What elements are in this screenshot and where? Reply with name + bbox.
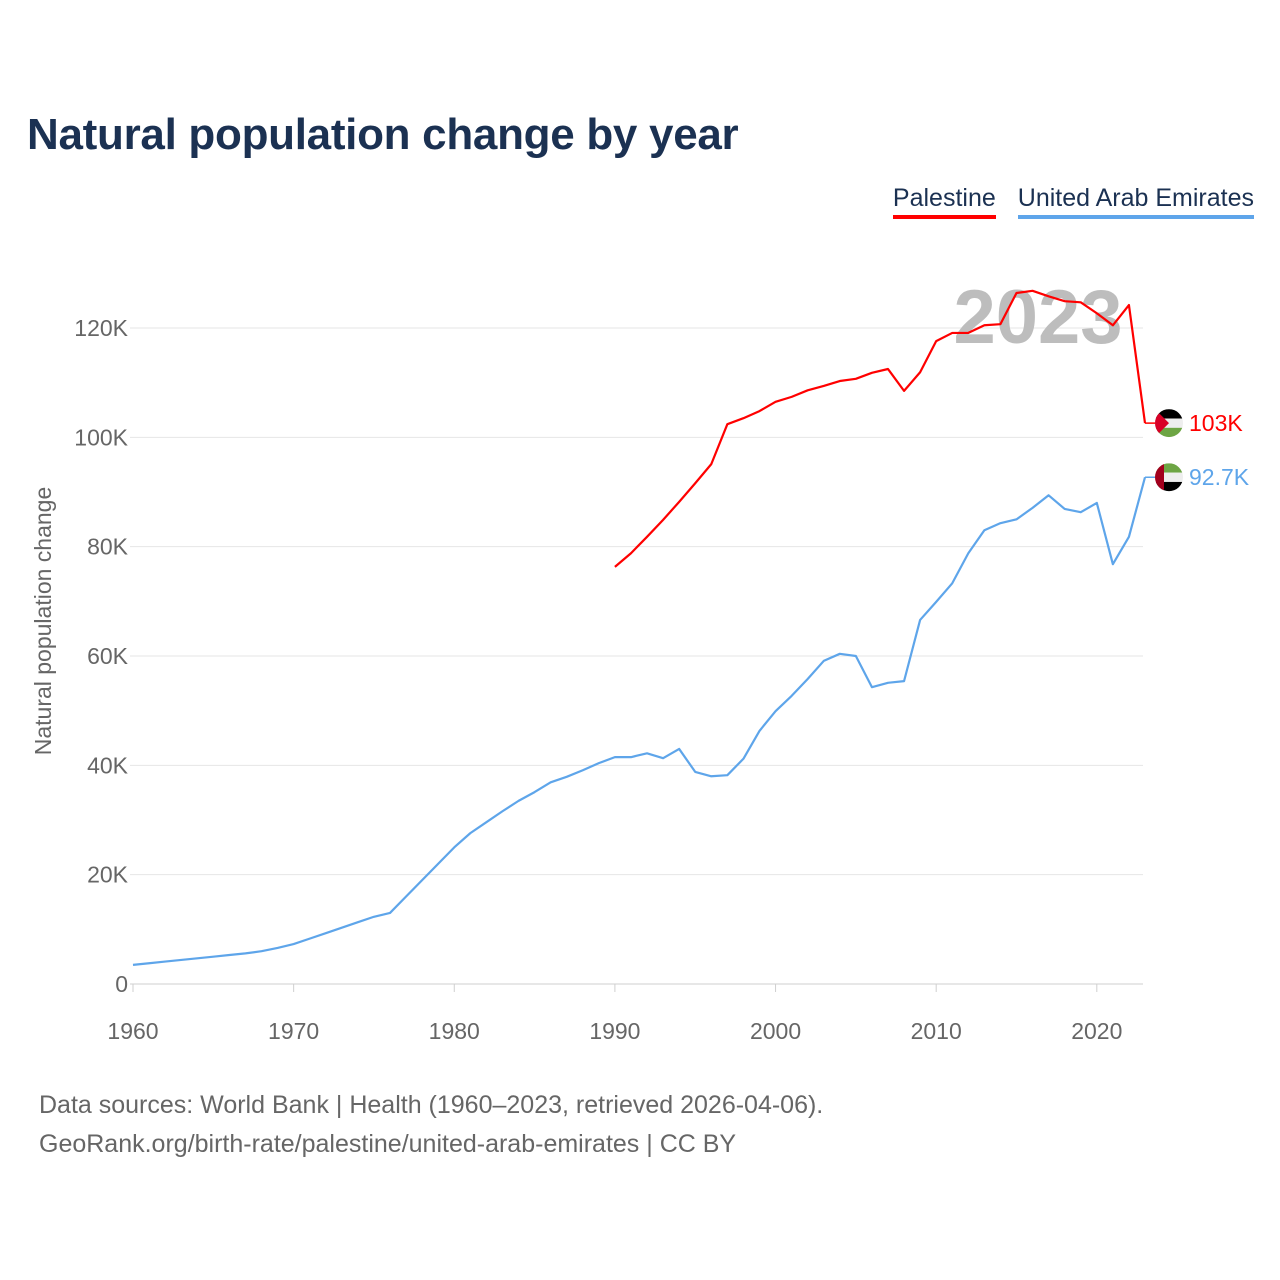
x-tick-label: 1990 bbox=[589, 1018, 640, 1044]
y-tick-label: 120K bbox=[74, 315, 128, 341]
y-tick-label: 0 bbox=[115, 971, 128, 997]
legend: Palestine United Arab Emirates bbox=[892, 184, 1254, 219]
footer-sources: Data sources: World Bank | Health (1960–… bbox=[39, 1091, 824, 1119]
y-tick-label: 40K bbox=[87, 752, 129, 778]
palestine-flag-icon bbox=[1155, 409, 1183, 438]
uae-flag-icon bbox=[1155, 463, 1183, 492]
chart-title: Natural population change by year bbox=[27, 110, 739, 159]
legend-item-palestine[interactable]: Palestine bbox=[892, 184, 996, 219]
footer: Data sources: World Bank | Health (1960–… bbox=[39, 1086, 823, 1164]
y-tick-label: 60K bbox=[87, 643, 129, 669]
series-line-uae bbox=[132, 476, 1147, 966]
end-value-label: 103K bbox=[1189, 410, 1243, 436]
y-tick-label: 20K bbox=[87, 862, 129, 888]
year-watermark: 2023 bbox=[953, 275, 1122, 360]
y-axis-label: Natural population change bbox=[30, 487, 56, 756]
x-tick-label: 1980 bbox=[429, 1018, 480, 1044]
x-tick-label: 1960 bbox=[107, 1018, 158, 1044]
end-value-label: 92.7K bbox=[1189, 464, 1250, 490]
legend-item-uae[interactable]: United Arab Emirates bbox=[1017, 184, 1254, 219]
x-tick-label: 1970 bbox=[268, 1018, 319, 1044]
x-tick-label: 2000 bbox=[750, 1018, 801, 1044]
series-line-palestine bbox=[614, 289, 1147, 568]
y-tick-label: 100K bbox=[74, 424, 128, 450]
x-tick-label: 2020 bbox=[1071, 1018, 1122, 1044]
x-tick-label: 2010 bbox=[911, 1018, 962, 1044]
footer-link[interactable]: GeoRank.org/birth-rate/palestine/united-… bbox=[39, 1130, 737, 1158]
y-tick-label: 80K bbox=[87, 534, 129, 560]
